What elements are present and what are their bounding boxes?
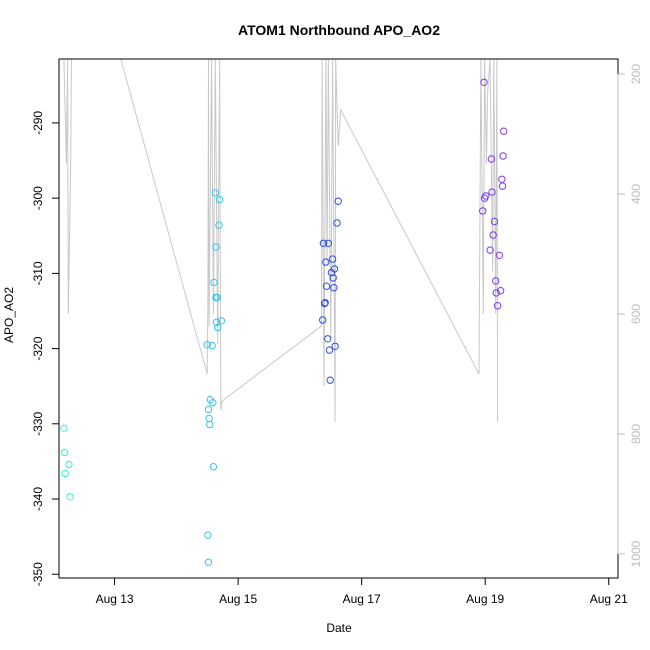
- data-point: [208, 341, 216, 350]
- data-point: [329, 274, 337, 282]
- data-point: [319, 316, 327, 324]
- data-point: [60, 448, 69, 457]
- data-point: [66, 493, 74, 501]
- data-point: [498, 175, 506, 184]
- y-tick-label: -320: [31, 336, 45, 360]
- y-tick-label: -290: [31, 111, 45, 135]
- data-point: [203, 341, 211, 349]
- data-point: [496, 287, 505, 295]
- data-point: [215, 196, 224, 204]
- data-point: [331, 342, 339, 350]
- data-point: [209, 399, 217, 407]
- x-tick-label: Aug 15: [219, 592, 257, 606]
- data-point: [492, 289, 500, 297]
- data-point: [211, 189, 220, 197]
- data-point: [495, 251, 504, 260]
- data-point: [328, 255, 337, 263]
- data-point: [322, 282, 331, 290]
- data-point: [210, 278, 218, 287]
- secondary-tick-label: 1000: [629, 540, 643, 567]
- data-point: [212, 318, 221, 326]
- data-point: [204, 405, 213, 414]
- data-point: [333, 219, 341, 227]
- plot-area: Aug 13 Aug 15 Aug 17 Aug 19 Aug 21 -290 -300 -3…: [31, 58, 643, 606]
- x-tick-label: Aug 19: [466, 592, 504, 606]
- x-tick-label: Aug 21: [590, 592, 628, 606]
- x-tick-label: Aug 17: [343, 592, 381, 606]
- y-tick-label: -310: [31, 261, 45, 285]
- data-point: [60, 424, 68, 432]
- chart-title: ATOM1 Northbound APO_AO2: [238, 22, 440, 38]
- secondary-tick-label: 200: [629, 64, 643, 84]
- data-point: [499, 152, 507, 160]
- data-point: [486, 246, 494, 254]
- data-point: [482, 192, 490, 200]
- data-point: [65, 460, 73, 469]
- data-point: [214, 323, 222, 332]
- data-point: [61, 469, 69, 478]
- secondary-tick-label: 800: [629, 424, 643, 444]
- data-point: [213, 293, 221, 302]
- data-point: [204, 558, 213, 566]
- data-point: [500, 127, 508, 135]
- data-point: [498, 182, 507, 190]
- data-point: [334, 197, 342, 205]
- data-point: [488, 188, 496, 196]
- y-axis-label: APO_AO2: [2, 287, 16, 343]
- data-point: [319, 239, 328, 248]
- data-point: [330, 265, 339, 273]
- data-point: [330, 284, 338, 292]
- data-point: [487, 155, 496, 163]
- data-point: [324, 239, 332, 248]
- data-point: [204, 531, 212, 539]
- data-point: [489, 231, 497, 239]
- x-tick-label: Aug 13: [96, 592, 134, 606]
- data-point: [209, 463, 218, 471]
- data-point: [326, 376, 334, 384]
- x-axis-label: Date: [326, 621, 352, 635]
- data-point: [325, 346, 334, 354]
- data-point: [205, 414, 213, 423]
- data-point: [206, 420, 214, 429]
- y-tick-label: -300: [31, 186, 45, 210]
- secondary-trace-line: [63, 59, 499, 423]
- y-tick-label: -330: [31, 411, 45, 435]
- secondary-tick-label: 400: [629, 184, 643, 204]
- data-point: [212, 243, 220, 251]
- data-point: [324, 335, 332, 343]
- secondary-tick-label: 600: [629, 304, 643, 324]
- y-tick-label: -350: [31, 562, 45, 586]
- data-point: [492, 277, 500, 285]
- data-point: [215, 221, 223, 229]
- data-point: [322, 258, 330, 266]
- data-point: [479, 207, 487, 215]
- data-point: [321, 299, 329, 307]
- data-point: [217, 317, 226, 325]
- y-tick-label: -340: [31, 487, 45, 511]
- data-point: [493, 302, 502, 310]
- data-point: [480, 78, 488, 87]
- data-point: [320, 299, 329, 308]
- data-point: [490, 217, 499, 226]
